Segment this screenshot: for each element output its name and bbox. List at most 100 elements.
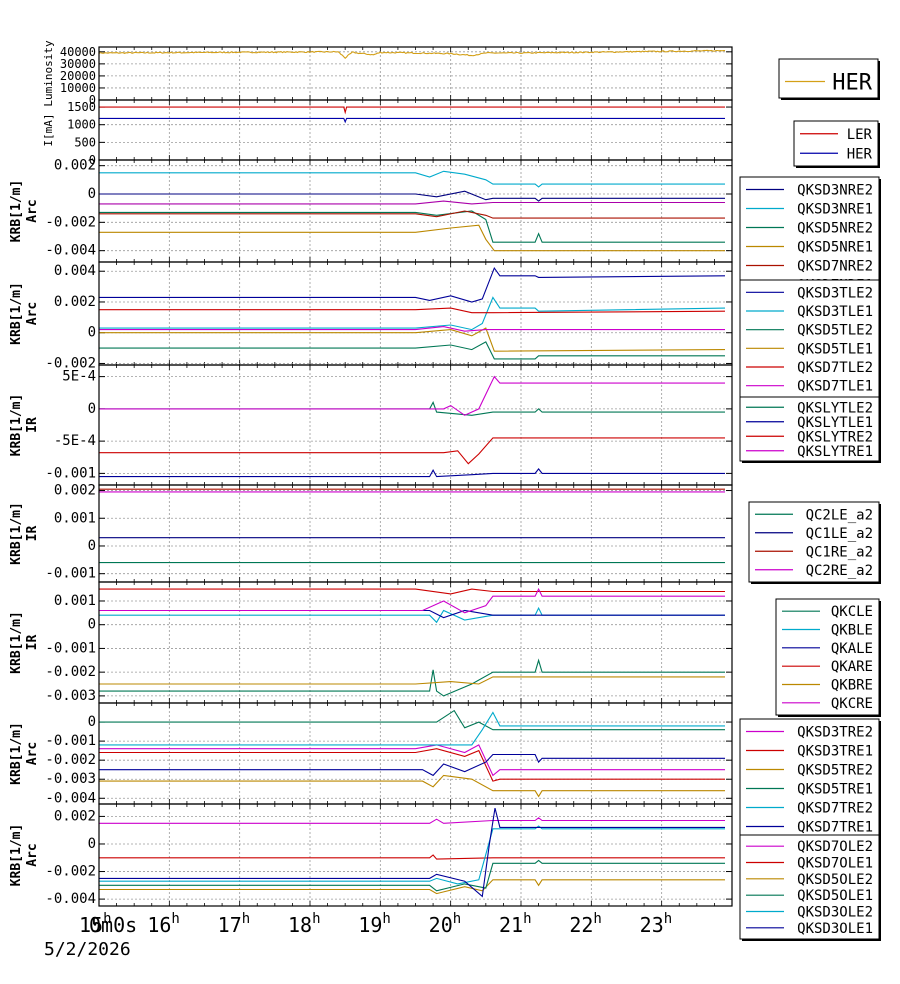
series-line-QKSD3TRE2 <box>99 744 725 777</box>
x-tick-extra: 0m0s <box>89 913 137 937</box>
series-line-QKCRE <box>99 587 725 614</box>
panel-p9: 0.002 0 -0.002 -0.004 KRB[1/m] Arc <box>9 803 733 907</box>
y-axis-sublabel: Arc <box>25 199 40 222</box>
x-tick-label: 23h <box>640 911 673 937</box>
legend-label-QKSD7TRE1: QKSD7TRE1 <box>797 820 873 836</box>
y-axis-label: KRB[1/m] <box>9 722 24 785</box>
series-line-QKBRE <box>99 676 725 685</box>
panel-p6: 0.002 0.001 0 -0.001 KRB[1/m] IR <box>9 483 733 583</box>
series-line-QKSD7OLE1 <box>99 854 725 860</box>
series-line-QKSD7TLE2 <box>99 307 726 314</box>
y-tick-label: 0 <box>89 153 96 167</box>
y-tick-label: -0.001 <box>45 465 96 481</box>
y-tick-label: -0.002 <box>45 752 96 768</box>
legend-p9: QKSD7OLE2QKSD7OLE1QKSD5OLE2QKSD5OLE1QKSD… <box>739 834 881 941</box>
series-line-HER <box>99 49 725 59</box>
x-tick-label: 20h <box>429 911 462 937</box>
x-tick-label: 22h <box>569 911 602 937</box>
y-tick-label: 30000 <box>60 57 96 71</box>
legend-p6: QC2LE_a2 QC1LE_a2 QC1RE_a2 QC2RE_a2 <box>748 501 881 584</box>
y-tick-label: 1500 <box>67 100 96 114</box>
series-line-LER <box>99 106 725 115</box>
y-tick-label: 0.001 <box>54 510 96 526</box>
series-line-QKCLE <box>99 658 725 697</box>
y-tick-label: 0 <box>88 836 96 852</box>
series-line-QKSD3TRE1 <box>99 748 725 782</box>
y-tick-label: -0.004 <box>45 243 96 259</box>
legend-label-QKSD7OLE2: QKSD7OLE2 <box>797 839 873 855</box>
y-tick-label: -0.002 <box>45 214 96 230</box>
series-line-QKSD5TRE1 <box>99 709 725 731</box>
y-tick-label: 1000 <box>67 118 96 132</box>
series-line-QKSD7NRE2 <box>99 210 725 219</box>
y-axis-sublabel: Arc <box>25 302 40 325</box>
legend-label-QC2LE_a2: QC2LE_a2 <box>806 507 873 523</box>
y-tick-label: 0.001 <box>54 593 96 609</box>
legend-p2: LER HER <box>793 120 880 168</box>
legend-label-HER: HER <box>847 146 873 162</box>
series-line-QKSD3OLE1 <box>99 807 725 898</box>
y-axis-sublabel: Arc <box>25 843 40 866</box>
y-tick-label: 0 <box>88 401 96 417</box>
series-line-QKSD3OLE2 <box>99 825 725 885</box>
y-tick-label: -0.003 <box>45 688 96 704</box>
series-line-QKARE <box>99 588 725 595</box>
legend-label-QKBRE: QKBRE <box>831 678 873 694</box>
panel-frame <box>98 261 733 366</box>
panel-p3: 0.002 0 -0.002 -0.004 KRB[1/m] Arc <box>9 158 733 263</box>
series-line-QKSD5TLE2 <box>99 341 725 360</box>
series-line-QKSLYTLE2 <box>99 401 725 416</box>
y-axis-label: KRB[1/m] <box>9 394 24 457</box>
x-tick-label: 16h <box>147 911 180 937</box>
y-tick-label: -0.002 <box>45 355 96 371</box>
series-line-QKSD5OLE2 <box>99 879 725 895</box>
legend-label-QKSD5OLE1: QKSD5OLE1 <box>797 888 873 904</box>
y-tick-label: 500 <box>74 135 96 149</box>
y-tick-label: -0.001 <box>45 566 96 582</box>
legend-label-QKSD3OLE1: QKSD3OLE1 <box>797 921 873 937</box>
y-axis-label: KRB[1/m] <box>9 502 24 565</box>
legend-label-QKSD7TRE2: QKSD7TRE2 <box>797 801 873 817</box>
legend-label-QKSD3OLE2: QKSD3OLE2 <box>797 905 873 921</box>
series-line-QKSD7TRE2 <box>99 711 725 746</box>
legend-label-QKARE: QKARE <box>831 659 873 675</box>
y-tick-label: 0.002 <box>54 808 96 824</box>
y-tick-label: 0.002 <box>54 483 96 499</box>
series-line-QKSD5TRE2 <box>99 774 725 798</box>
legend-label-QKSD5NRE1: QKSD5NRE1 <box>797 240 873 256</box>
legend-p1: HER <box>778 58 880 100</box>
legend-label-QKSD3TLE1: QKSD3TLE1 <box>797 304 873 320</box>
panel-frame <box>98 46 733 101</box>
panel-p7: 0.001 0 -0.001 -0.002 -0.003 KRB[1/m] IR <box>9 581 733 704</box>
series-line-QKSLYTRE1 <box>99 375 725 416</box>
series-line-QKSD3TLE1 <box>99 296 726 331</box>
series-line-QKSD7OLE2 <box>99 817 725 824</box>
panel-frame <box>98 99 733 161</box>
series-line-QKSD7TRE1 <box>99 753 725 777</box>
legend-label-QKSD3TRE2: QKSD3TRE2 <box>797 725 873 741</box>
series-line-QKSD3TLE2 <box>99 266 726 303</box>
x-tick-label: 17h <box>218 911 251 937</box>
legend-label-QKSD7OLE1: QKSD7OLE1 <box>797 856 873 872</box>
legend-label-QKSD7TLE1: QKSD7TLE1 <box>797 379 873 395</box>
y-tick-label: 0 <box>88 538 96 554</box>
panel-frame <box>98 484 733 583</box>
panel-frame <box>98 702 733 805</box>
y-axis-label: Luminosity <box>42 40 55 107</box>
legend-label-QKSD5TLE1: QKSD5TLE1 <box>797 341 873 357</box>
y-axis-sublabel: IR <box>25 635 40 651</box>
legend-label-QKSD7TLE2: QKSD7TLE2 <box>797 360 873 376</box>
date-label: 5/2/2026 <box>44 939 131 960</box>
legend-label-HER: HER <box>832 71 872 96</box>
y-axis-label: KRB[1/m] <box>9 611 24 674</box>
series-line-QKSD3NRE2 <box>99 190 725 202</box>
legend-label-QKCLE: QKCLE <box>831 604 873 620</box>
y-tick-label: -0.001 <box>45 733 96 749</box>
series-line-QKSLYTLE1 <box>99 468 725 478</box>
legend-label-QKSD5TRE2: QKSD5TRE2 <box>797 763 873 779</box>
series-line-QKSD5OLE1 <box>99 859 725 892</box>
legend-label-QKSLYTLE2: QKSLYTLE2 <box>797 400 873 416</box>
legend-label-QKALE: QKALE <box>831 641 873 657</box>
legend-label-QKSLYTRE1: QKSLYTRE1 <box>797 444 873 460</box>
